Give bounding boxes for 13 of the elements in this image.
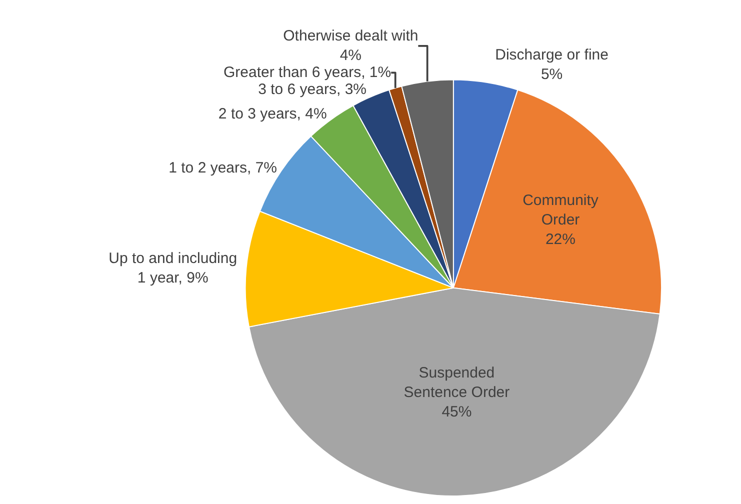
- data-label: 45%: [442, 404, 472, 421]
- slice-label: Community Order: [522, 192, 599, 228]
- slice-label: Discharge or fine: [495, 46, 608, 64]
- data-label: 22%: [545, 230, 576, 248]
- slice-label: 3 to 6 years, 3%: [258, 81, 367, 98]
- data-label: 5%: [540, 66, 563, 83]
- slice-label: Greater than 6 years, 1%: [224, 64, 392, 82]
- slice-label: 2 to 3 years, 4%: [218, 105, 327, 122]
- slice-label: Otherwise dealt with: [283, 28, 418, 45]
- data-label: 4%: [340, 47, 362, 64]
- slice-label: Suspended Sentence Order: [404, 364, 510, 402]
- slice-label: Up to and including 1 year, 9%: [108, 250, 238, 286]
- slice-label: 1 to 2 years, 7%: [168, 160, 278, 177]
